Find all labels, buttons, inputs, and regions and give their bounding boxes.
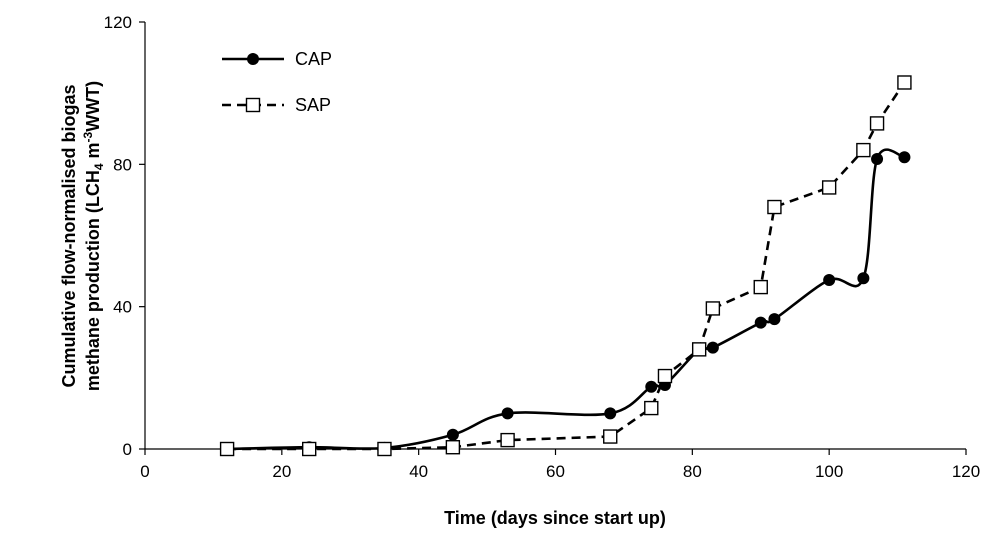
data-point-sap [753,279,768,295]
y-axis-title-prefix: methane production (LCH [83,170,103,391]
x-tick-label: 100 [815,462,843,481]
data-point-cap [823,273,836,286]
data-point-cap [768,313,781,326]
y-ticks: 0 40 80 120 [104,13,145,459]
x-tick-label: 0 [140,462,149,481]
data-point-cap [754,316,767,329]
data-point-sap [821,180,837,195]
plot-area [219,75,912,457]
data-point-cap [604,407,617,420]
y-axis-title-suffix: WWT) [83,81,103,132]
x-axis-title: Time (days since start up) [444,508,666,528]
y-tick-label: 80 [113,155,132,174]
x-ticks: 0 20 40 60 80 100 120 [140,449,980,481]
x-tick-label: 80 [683,462,702,481]
data-point-sap [691,342,707,357]
series-line-cap [227,148,905,451]
data-point-cap [645,380,658,393]
y-tick-label: 120 [104,13,132,32]
legend-item-sap: SAP [222,95,331,115]
legend-item-cap: CAP [222,49,332,69]
data-point-sap [445,440,461,455]
legend-sap-label: SAP [295,95,331,115]
data-point-sap [377,441,392,457]
y-axis: 0 40 80 120 [104,13,146,459]
x-tick-label: 120 [952,462,980,481]
data-point-cap [898,151,911,164]
legend: CAP SAP [222,49,332,115]
data-point-sap [302,441,317,457]
legend-cap-marker [247,53,259,65]
legend-cap-label: CAP [295,49,332,69]
y-axis-title-line2: methane production (LCH4 m-3WWT) [81,81,106,391]
data-point-sap [856,142,871,158]
x-tick-label: 20 [272,462,291,481]
x-tick-label: 40 [409,462,428,481]
series-line-sap [227,81,906,451]
data-point-cap [501,407,514,420]
y-axis-title: Cumulative flow-normalised biogas methan… [59,81,106,391]
x-tick-label: 60 [546,462,565,481]
data-point-sap [869,116,885,131]
data-point-sap [705,301,721,316]
y-axis-title-sub: 4 [92,163,106,170]
y-tick-label: 0 [123,440,132,459]
legend-sap-marker [245,97,261,113]
x-axis: 0 20 40 60 80 100 120 [140,448,980,481]
data-point-sap [219,441,235,457]
y-tick-label: 40 [113,298,132,317]
data-point-sap [500,432,515,448]
y-axis-title-sup: -3 [81,131,95,142]
data-point-sap [644,400,659,416]
data-point-sap [657,368,673,384]
y-axis-title-line1: Cumulative flow-normalised biogas [59,84,79,387]
data-point-cap [871,152,884,165]
data-point-cap [706,341,719,354]
data-point-sap [767,199,782,215]
data-point-cap [446,428,459,441]
data-point-sap [603,429,618,444]
data-point-sap [897,75,912,90]
data-point-cap [857,272,870,285]
y-axis-title-mid: m [83,142,103,163]
series-sap [219,75,912,457]
